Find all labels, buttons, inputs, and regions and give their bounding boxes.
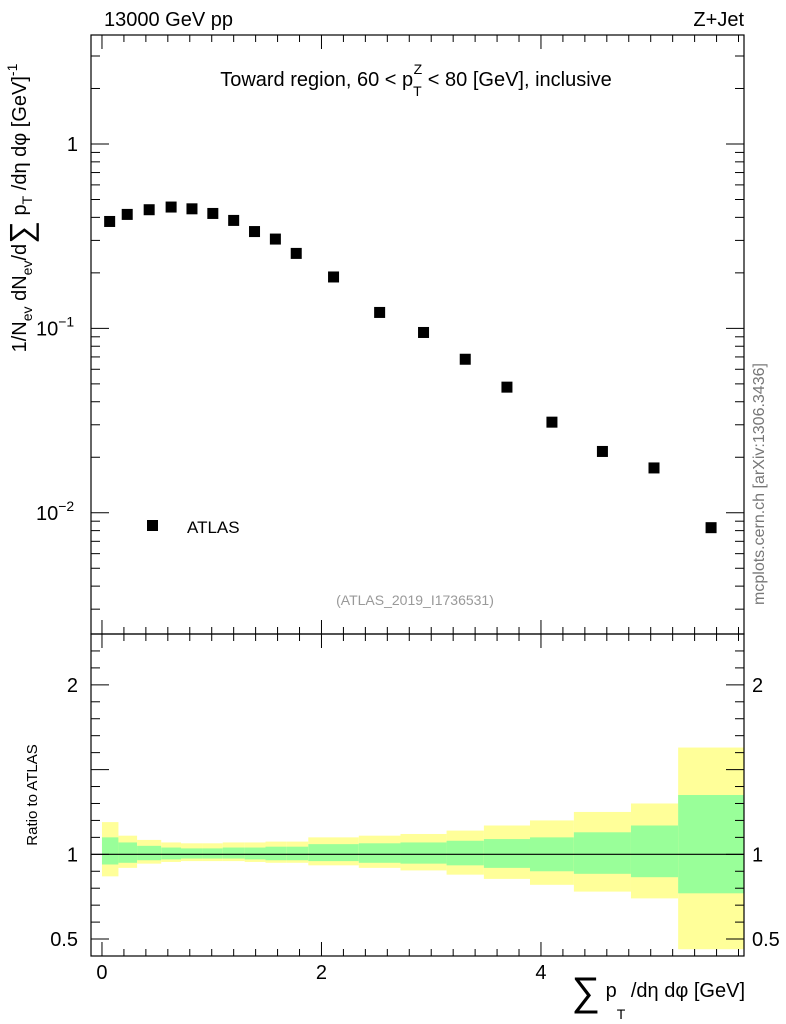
data-point [705, 522, 717, 534]
data-point [121, 208, 133, 220]
x-tick-label: 2 [316, 962, 327, 984]
ratio-y-tick-label-left: 1 [67, 844, 78, 866]
data-point [186, 203, 198, 215]
axis-ticks [91, 35, 744, 956]
x-axis-label: ∑ pT /dη dφ [GeV] [572, 970, 745, 1022]
data-point [207, 207, 219, 219]
data-point [328, 271, 340, 283]
inner-band-bin [137, 845, 162, 861]
axis-tick-labels: 1 10−1 10−2 0 2 4 0.5 0.5 1 1 2 2 [36, 134, 780, 984]
inner-band-bin [286, 846, 309, 861]
ratio-plot-frame [90, 633, 745, 957]
data-point [374, 306, 386, 318]
ratio-y-tick-label-left: 2 [67, 675, 78, 697]
side-reference-label: mcplots.cern.ch [arXiv:1306.3436] [751, 363, 768, 605]
inner-band-bin [358, 843, 401, 863]
data-point [104, 215, 116, 227]
data-point [143, 204, 155, 216]
data-point [290, 247, 302, 259]
inner-band-bin [630, 825, 679, 878]
inner-band-bin [483, 839, 530, 868]
inner-band-bin [400, 842, 447, 864]
main-y-tick-label: 1 [67, 134, 78, 156]
ratio-bands [101, 747, 744, 950]
data-point [249, 226, 261, 238]
ratio-y-axis-label: Ratio to ATLAS [24, 744, 41, 845]
inner-band-bin [180, 848, 203, 859]
main-y-tick-label: 10−1 [36, 313, 74, 340]
data-point [501, 381, 513, 393]
data-markers [104, 201, 717, 534]
legend-label: ATLAS [187, 518, 240, 537]
main-y-axis-label: 1/Nev dNev/d∑ pT /dη dφ [GeV]-1 [3, 63, 39, 352]
main-plot-frame [90, 34, 745, 635]
legend-marker [147, 520, 158, 531]
data-point [418, 326, 430, 338]
main-plot-title: Toward region, 60 < pTZ < 80 [GeV], incl… [220, 61, 612, 99]
ratio-y-tick-label-right: 0.5 [752, 929, 780, 951]
inner-band-bin [101, 837, 119, 865]
data-point [596, 445, 608, 457]
x-tick-label: 0 [96, 962, 107, 984]
axes-frames [90, 34, 745, 957]
inner-band-bin [244, 847, 266, 860]
data-point [228, 214, 240, 226]
analysis-watermark: (ATLAS_2019_I1736531) [336, 592, 494, 608]
ratio-y-tick-label-right: 2 [752, 675, 763, 697]
ratio-y-tick-label-left: 0.5 [50, 929, 78, 951]
inner-band-bin [573, 832, 631, 874]
inner-band-bin [118, 842, 138, 863]
data-point [269, 233, 281, 245]
inner-band-bin [265, 846, 287, 861]
data-point [648, 462, 660, 474]
x-tick-label: 4 [535, 962, 546, 984]
inner-band-bin [202, 848, 223, 859]
main-y-tick-label: 10−2 [36, 498, 74, 525]
inner-band-bin [222, 847, 245, 859]
inner-band-bin [678, 795, 744, 894]
header-energy-label: 13000 GeV pp [104, 9, 233, 31]
data-point [546, 416, 558, 428]
inner-band-bin [446, 840, 484, 866]
data-point [459, 353, 471, 365]
inner-band-bin [308, 844, 359, 862]
inner-band-bin [161, 847, 181, 860]
data-point [165, 201, 177, 213]
header-process-label: Z+Jet [693, 9, 744, 31]
ratio-y-tick-label-right: 1 [752, 844, 763, 866]
